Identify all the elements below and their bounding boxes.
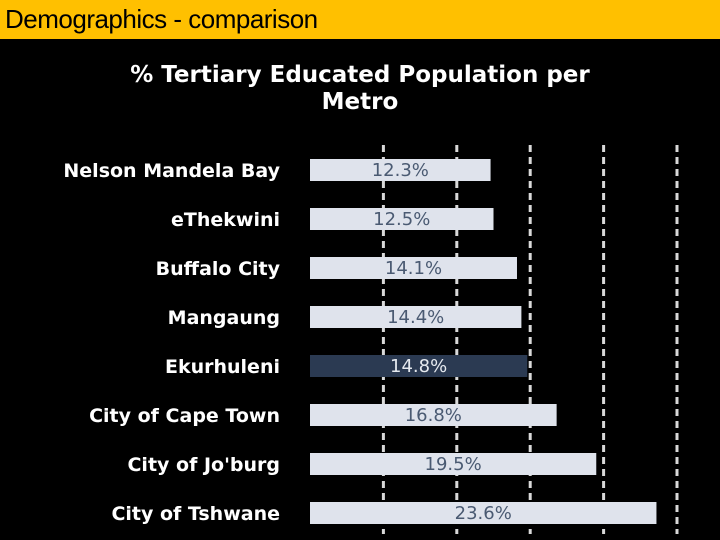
bars: 12.3% 12.5% 14.1% 14.4% 14.8% 16.8% 19.5% 23.6%	[310, 159, 657, 524]
data-label-3: 14.1%	[385, 258, 442, 279]
bar-5	[310, 355, 528, 377]
category-label-1: Nelson Mandela Bay	[63, 160, 280, 182]
bar-8	[310, 502, 657, 524]
bar-4	[310, 306, 522, 328]
category-label-5: Ekurhuleni	[165, 356, 280, 378]
category-label-6: City of Cape Town	[89, 405, 280, 427]
data-label-8: 23.6%	[455, 503, 512, 524]
bar-2	[310, 208, 494, 230]
data-label-6: 16.8%	[405, 405, 462, 426]
data-label-7: 19.5%	[425, 454, 482, 475]
bar-3	[310, 257, 517, 279]
chart-title: % Tertiary Educated Population per Metro	[130, 62, 590, 115]
bar-7	[310, 453, 597, 475]
category-label-7: City of Jo'burg	[127, 454, 280, 476]
tertiary-education-bar-chart: % Tertiary Educated Population per Metro …	[63, 62, 679, 534]
data-label-2: 12.5%	[373, 209, 430, 230]
category-label-3: Buffalo City	[156, 258, 281, 280]
data-label-4: 14.4%	[387, 307, 444, 328]
slide-title: Demographics - comparison	[5, 4, 318, 34]
category-label-2: eThekwini	[171, 209, 280, 231]
header-bar	[0, 0, 720, 39]
category-label-8: City of Tshwane	[111, 503, 280, 525]
category-labels: Nelson Mandela Bay eThekwini Buffalo City M…	[63, 160, 280, 525]
gridlines	[381, 145, 679, 534]
category-label-4: Mangaung	[168, 307, 280, 329]
bar-1	[310, 159, 491, 181]
data-label-5: 14.8%	[390, 356, 447, 377]
data-label-1: 12.3%	[372, 160, 429, 181]
bar-6	[310, 404, 557, 426]
